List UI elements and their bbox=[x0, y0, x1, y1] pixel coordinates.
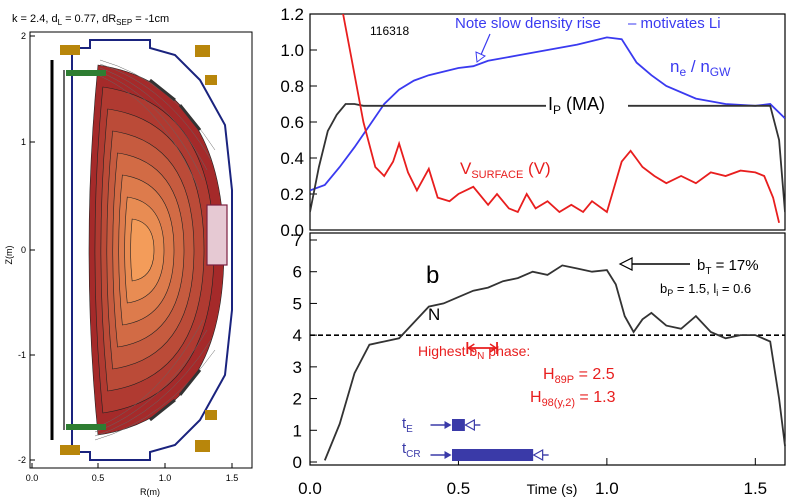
phase-arrow-right bbox=[489, 343, 498, 353]
eq-x-tick-label: 1.5 bbox=[226, 473, 239, 483]
eq-y-tick-label: 1 bbox=[21, 137, 26, 147]
top-y-tick-label: 0.0 bbox=[280, 221, 304, 240]
phase-arrow-left bbox=[466, 343, 475, 353]
eq-y-tick-label: 0 bbox=[21, 245, 26, 255]
bottom-series bbox=[323, 264, 786, 461]
series-v-surface-v- bbox=[342, 14, 780, 224]
beta-n-subscript: N bbox=[428, 305, 440, 324]
series-beta-n bbox=[323, 264, 786, 461]
x-axis-label: Time (s) bbox=[527, 481, 578, 497]
bottom-y-ticks: 0 1 2 3 4 5 6 7 bbox=[293, 231, 317, 472]
bottom-panel: 0 1 2 3 4 5 6 7 0.0 0.5 1.0 1.5 b N bT = 17% bP = … bbox=[293, 231, 786, 498]
upper-divertor-tiles bbox=[66, 70, 106, 76]
rf-antenna bbox=[206, 204, 228, 266]
x-tick-label: 0.5 bbox=[447, 479, 471, 498]
equilibrium-x-label: R(m) bbox=[140, 487, 160, 497]
top-y-tick-label: 0.8 bbox=[280, 77, 304, 96]
ip-label-bg bbox=[546, 92, 628, 114]
timescale-bars bbox=[430, 418, 549, 462]
ip-label: IP (MA) bbox=[548, 94, 605, 117]
tau-cr-right-arrowhead bbox=[532, 448, 544, 462]
top-y-tick-label: 0.4 bbox=[280, 149, 304, 168]
tau-cr-label: tCR bbox=[402, 440, 421, 460]
top-series bbox=[310, 14, 785, 224]
x-tick-label: 1.0 bbox=[595, 479, 619, 498]
top-panel: 0.0 0.2 0.4 0.6 0.8 1.0 1.2 116318 Note slow d… bbox=[280, 5, 786, 240]
bottom-y-tick-label: 4 bbox=[293, 326, 302, 345]
bottom-y-tick-label: 6 bbox=[293, 263, 302, 282]
bottom-y-tick-label: 7 bbox=[293, 231, 302, 250]
x-tick-label: 0.0 bbox=[298, 479, 322, 498]
bottom-panel-frame bbox=[309, 232, 786, 466]
beta-t-label: bT = 17% bbox=[697, 257, 759, 277]
eq-x-tick-label: 0.0 bbox=[26, 473, 39, 483]
eq-x-tick-label: 0.5 bbox=[92, 473, 105, 483]
eq-x-tick-label: 1.0 bbox=[159, 473, 172, 483]
tau-e-bar bbox=[452, 419, 465, 431]
vsurface-label: VSURFACE (V) bbox=[460, 159, 551, 181]
note-arrow bbox=[475, 33, 491, 63]
tau-e-label: tE bbox=[402, 415, 413, 435]
top-y-tick-label: 1.0 bbox=[280, 41, 304, 60]
equilibrium-x-ticks: 0.0 0.5 1.0 1.5 bbox=[26, 463, 239, 483]
top-y-ticks: 0.0 0.2 0.4 0.6 0.8 1.0 1.2 bbox=[280, 5, 317, 240]
tau-e-right-arrowhead bbox=[464, 418, 475, 432]
top-y-tick-label: 0.2 bbox=[280, 185, 304, 204]
top-y-tick-label: 1.2 bbox=[280, 5, 304, 24]
eq-y-tick-label: -2 bbox=[18, 455, 26, 465]
lower-divertor-tiles bbox=[66, 424, 106, 430]
bottom-y-tick-label: 2 bbox=[293, 390, 302, 409]
phase-window-marker bbox=[466, 342, 498, 354]
bottom-y-tick-label: 1 bbox=[293, 421, 302, 440]
equilibrium-y-ticks: 2 1 0 -1 -2 bbox=[18, 31, 35, 465]
h89p-label: H89P = 2.5 bbox=[543, 366, 615, 386]
tau-cr-bar bbox=[452, 449, 534, 461]
note-density: Note slow density rise bbox=[455, 15, 601, 32]
top-panel-frame bbox=[309, 13, 786, 231]
passive-plates bbox=[149, 78, 202, 422]
eq-y-tick-label: -1 bbox=[18, 350, 26, 360]
shot-number: 116318 bbox=[370, 24, 409, 38]
beta-t-arrow bbox=[618, 257, 690, 271]
series-i-p-ma- bbox=[310, 103, 785, 213]
series-n-e-n-gw bbox=[310, 36, 785, 192]
highest-beta-phase-label: Highest bN phase: bbox=[418, 343, 530, 362]
tau-cr-left-arrowhead bbox=[444, 451, 452, 459]
beta-n-symbol: b bbox=[426, 262, 439, 289]
ne-label: ne / nGW bbox=[670, 57, 731, 79]
equilibrium-title: k = 2.4, dL = 0.77, dRSEP = -1cm bbox=[12, 13, 169, 27]
pf-coils bbox=[60, 45, 217, 455]
beta-p-li-label: bP = 1.5, li = 0.6 bbox=[660, 281, 751, 298]
bottom-y-tick-label: 3 bbox=[293, 358, 302, 377]
equilibrium-y-label: Z(m) bbox=[4, 246, 14, 265]
top-y-tick-label: 0.6 bbox=[280, 113, 304, 132]
note-lithium: – motivates Li bbox=[628, 15, 721, 32]
bottom-y-tick-label: 5 bbox=[293, 294, 302, 313]
bottom-y-tick-label: 0 bbox=[293, 453, 302, 472]
flux-surfaces bbox=[88, 64, 225, 436]
eq-y-tick-label: 2 bbox=[21, 31, 26, 41]
flux-surface bbox=[130, 218, 155, 282]
bottom-x-ticks: 0.0 0.5 1.0 1.5 bbox=[298, 458, 767, 498]
equilibrium-panel: k = 2.4, dL = 0.77, dRSEP = -1cm bbox=[4, 13, 253, 497]
x-tick-label: 1.5 bbox=[743, 479, 767, 498]
tau-e-left-arrowhead bbox=[444, 421, 452, 429]
h98-label: H98(y,2) = 1.3 bbox=[530, 389, 616, 409]
vacuum-vessel bbox=[71, 39, 233, 461]
